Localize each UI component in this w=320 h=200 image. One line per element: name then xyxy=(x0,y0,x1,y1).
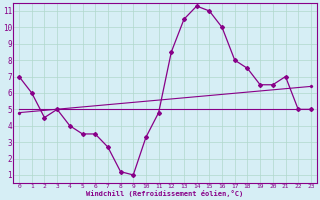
X-axis label: Windchill (Refroidissement éolien,°C): Windchill (Refroidissement éolien,°C) xyxy=(86,190,244,197)
